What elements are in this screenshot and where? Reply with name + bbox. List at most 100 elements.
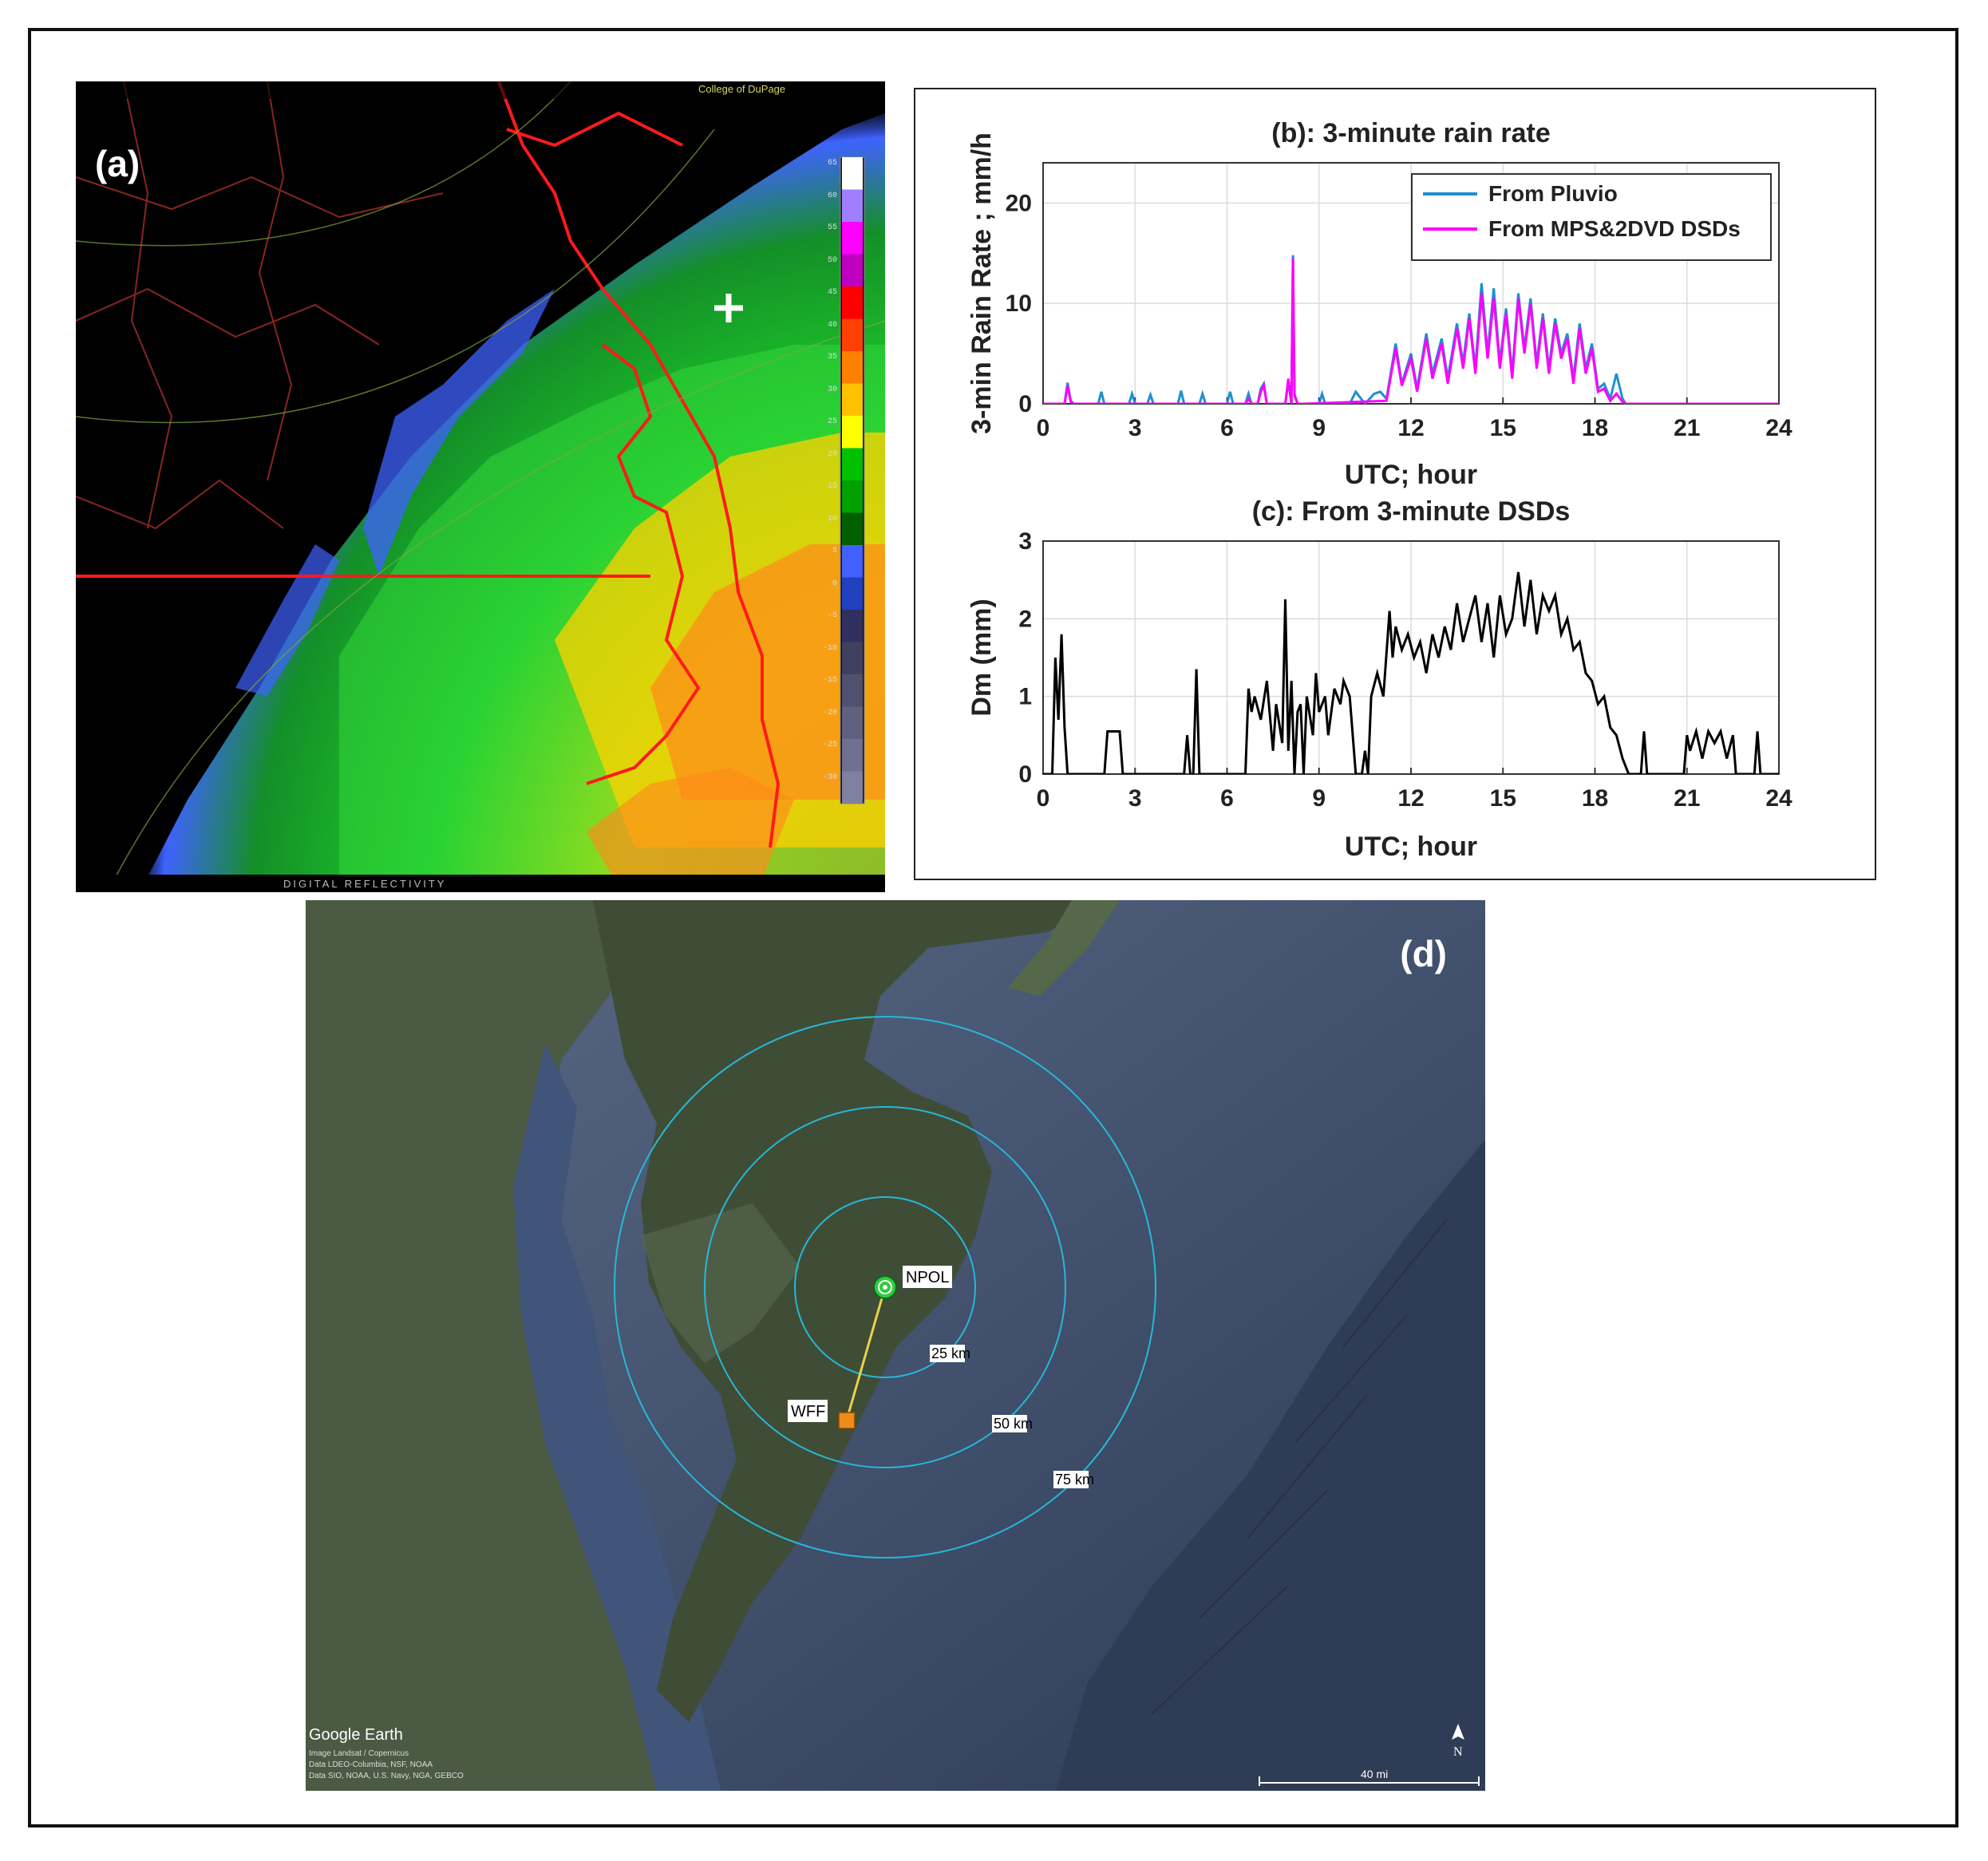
panel-a-label: (a) xyxy=(95,143,140,184)
series-line xyxy=(1043,571,1779,774)
colorbar-swatch xyxy=(842,254,863,286)
x-tick-label: 18 xyxy=(1582,785,1608,812)
radar-footer-text: DIGITAL REFLECTIVITY xyxy=(283,878,447,890)
colorbar-tick-label: 20 xyxy=(827,449,837,459)
colorbar-tick-label: 45 xyxy=(827,288,837,297)
colorbar-swatch xyxy=(842,318,863,351)
x-tick-label: 9 xyxy=(1312,785,1326,812)
y-axis-label: 3-min Rain Rate ; mm/h xyxy=(966,132,997,434)
colorbar-swatch xyxy=(842,706,863,739)
credit-line-2: Data LDEO-Columbia, NSF, NOAA xyxy=(309,1760,433,1769)
colorbar-swatch xyxy=(842,674,863,707)
x-tick-label: 0 xyxy=(1037,785,1050,812)
colorbar-swatch xyxy=(842,448,863,480)
legend-entry: From Pluvio xyxy=(1488,181,1618,206)
legend-box xyxy=(1411,173,1772,261)
range-label-75: 75 km xyxy=(1055,1472,1094,1488)
x-tick-label: 6 xyxy=(1220,415,1234,441)
colorbar-swatch xyxy=(842,157,863,190)
colorbar-tick-label: 65 xyxy=(827,159,837,168)
chart-rain-rate: 0 3 6 9 12 15 18 21 24 0 10 20 (b): 3-minute rain ra… xyxy=(966,118,1792,490)
scale-label: 40 mi xyxy=(1361,1768,1388,1780)
y-tick-label: 10 xyxy=(1006,290,1032,317)
colorbar-tick-label: 55 xyxy=(827,223,837,232)
x-tick-label: 9 xyxy=(1312,415,1326,441)
colorbar-tick-label: 50 xyxy=(827,255,837,265)
radar-image xyxy=(76,81,885,892)
x-tick-label: 12 xyxy=(1397,785,1424,812)
north-label: N xyxy=(1453,1745,1463,1759)
chart-title: (c): From 3-minute DSDs xyxy=(1252,496,1571,527)
wff-label: WFF xyxy=(791,1403,825,1420)
credit-line-3: Data SIO, NOAA, U.S. Navy, NGA, GEBCO xyxy=(309,1772,464,1780)
legend-entry: From MPS&2DVD DSDs xyxy=(1488,216,1741,241)
y-tick-label: 20 xyxy=(1006,190,1032,216)
chart-title: (b): 3-minute rain rate xyxy=(1271,118,1550,148)
panel-d-label: (d) xyxy=(1400,933,1447,974)
colorbar-tick-label: 40 xyxy=(827,320,837,330)
colorbar-swatch xyxy=(842,222,863,255)
colorbar-tick-label: -20 xyxy=(822,708,837,717)
x-tick-label: 3 xyxy=(1128,785,1142,812)
colorbar-tick-label: -5 xyxy=(827,611,837,620)
radar-header-text: College of DuPage xyxy=(698,83,786,95)
x-tick-label: 21 xyxy=(1674,785,1700,812)
colorbar-swatch xyxy=(842,642,863,674)
range-label-25: 25 km xyxy=(931,1345,970,1361)
colorbar-tick-label: 5 xyxy=(832,547,837,555)
x-tick-label: 15 xyxy=(1490,785,1516,812)
radar-panel: (a) College of DuPage DIGITAL REFLECTIVI… xyxy=(76,81,885,892)
colorbar-tick-label: 10 xyxy=(827,514,837,524)
colorbar-tick-label: 25 xyxy=(827,417,837,426)
colorbar-tick-label: 30 xyxy=(827,385,837,394)
map-panel: NPOL WFF 25 km 50 km 75 km 40 mi N Googl… xyxy=(306,900,1485,1791)
x-tick-label: 6 xyxy=(1220,785,1234,812)
colorbar-swatch xyxy=(842,189,863,222)
colorbar-swatch xyxy=(842,416,863,448)
north-arrow-icon xyxy=(1452,1724,1464,1740)
x-tick-label: 24 xyxy=(1765,785,1792,812)
colorbar-swatch xyxy=(842,739,863,772)
colorbar-swatch xyxy=(842,771,863,804)
x-tick-label: 21 xyxy=(1674,415,1700,441)
x-tick-label: 12 xyxy=(1397,415,1424,441)
wff-marker xyxy=(838,1412,856,1429)
y-tick-label: 3 xyxy=(1018,528,1032,555)
colorbar-tick-label: 0 xyxy=(832,579,837,588)
colorbar-swatch xyxy=(842,545,863,578)
x-axis-label: UTC; hour xyxy=(1345,832,1477,862)
x-tick-label: 18 xyxy=(1582,415,1608,441)
x-tick-label: 24 xyxy=(1765,415,1792,441)
npol-label: NPOL xyxy=(906,1269,949,1286)
npol-marker xyxy=(873,1275,897,1299)
x-tick-label: 3 xyxy=(1128,415,1142,441)
y-axis-label: Dm (mm) xyxy=(966,599,997,716)
chart-panel: 0 3 6 9 12 15 18 21 24 0 10 20 (b): 3-minute rain ra… xyxy=(914,88,1876,880)
x-axis-label: UTC; hour xyxy=(1345,460,1477,490)
y-tick-label: 2 xyxy=(1018,606,1032,632)
y-tick-label: 0 xyxy=(1018,391,1032,417)
colorbar-swatch xyxy=(842,383,863,416)
x-tick-label: 15 xyxy=(1490,415,1516,441)
colorbar-tick-labels: 65 60 55 50 45 40 35 30 25 20 15 10 5 0 -5 -10 -15 -20 -25… xyxy=(816,157,839,804)
colorbar-tick-label: -10 xyxy=(822,643,837,653)
satellite-map: NPOL WFF 25 km 50 km 75 km 40 mi N Googl… xyxy=(306,900,1485,1791)
colorbar-tick-label: -25 xyxy=(822,741,837,749)
y-tick-label: 1 xyxy=(1018,684,1032,710)
colorbar-tick-label: 60 xyxy=(827,191,837,200)
google-earth-logo: Google Earth xyxy=(309,1726,403,1744)
x-tick-label: 0 xyxy=(1037,415,1050,441)
y-tick-label: 0 xyxy=(1018,761,1032,788)
colorbar-swatch xyxy=(842,480,863,513)
colorbar-tick-label: 15 xyxy=(827,482,837,491)
series-line xyxy=(1043,258,1779,404)
credit-line-1: Image Landsat / Copernicus xyxy=(309,1749,409,1758)
colorbar-tick-label: -15 xyxy=(822,676,837,685)
colorbar-swatch xyxy=(842,351,863,384)
colorbar xyxy=(842,157,863,804)
colorbar-swatch xyxy=(842,286,863,319)
colorbar-tick-label: 35 xyxy=(827,353,837,362)
colorbar-swatch xyxy=(842,610,863,642)
